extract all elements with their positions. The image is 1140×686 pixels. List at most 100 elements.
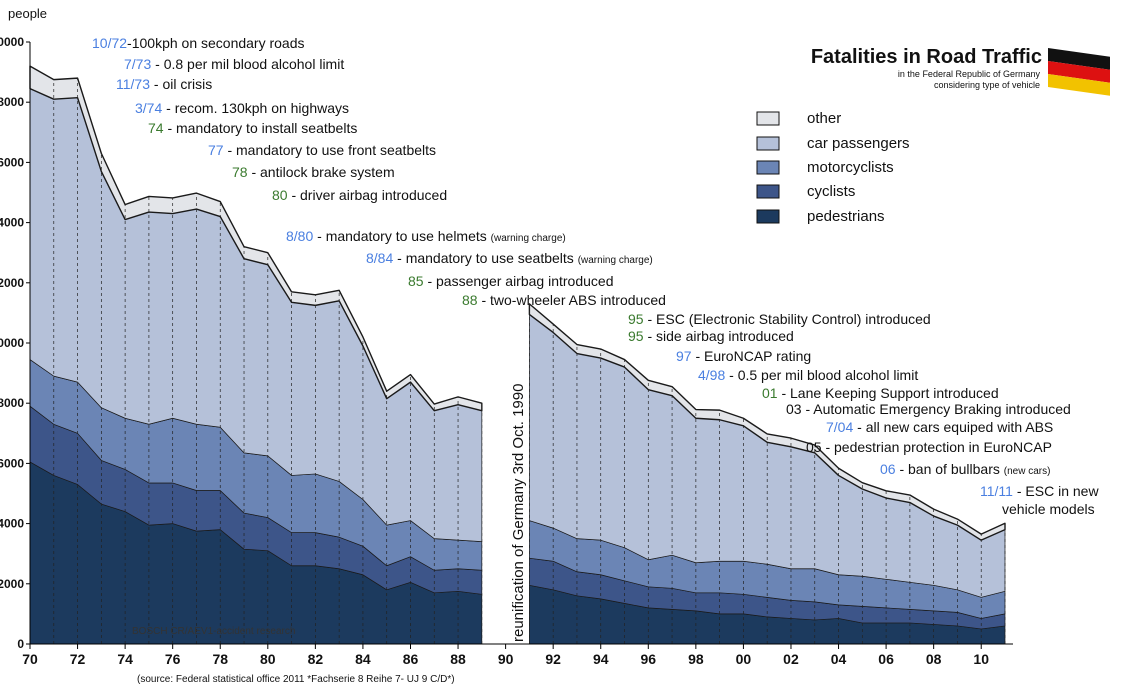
annotation-text: - all new cars equiped with ABS <box>853 419 1053 435</box>
y-tick-label: 20000 <box>0 35 24 49</box>
flag <box>1048 48 1110 96</box>
annotation-text: - oil crisis <box>150 76 212 92</box>
x-tick-label: 98 <box>688 651 704 667</box>
annotation: 3/74 - recom. 130kph on highways <box>135 100 349 116</box>
annotation: 7/73 - 0.8 per mil blood alcohol limit <box>124 56 344 72</box>
annotation-text: - mandatory to use seatbelts <box>393 250 577 266</box>
annotation-date: 80 <box>272 187 288 203</box>
legend-swatch <box>756 209 780 224</box>
legend-swatch <box>756 160 780 175</box>
credit: BOSCH CR/AEV1-accident research <box>132 626 295 637</box>
annotation-date: 01 <box>762 385 778 401</box>
annotation: 03 - Automatic Emergency Braking introdu… <box>786 401 1071 417</box>
legend-swatch <box>756 111 780 126</box>
annotation-date: 11/73 <box>116 76 150 92</box>
annotation-date: 97 <box>676 348 692 364</box>
y-tick-label: 18000 <box>0 95 24 109</box>
x-tick-label: 06 <box>878 651 894 667</box>
annotation-text: - Automatic Emergency Braking introduced <box>802 401 1071 417</box>
x-tick-label: 90 <box>498 651 514 667</box>
x-tick-label: 88 <box>450 651 466 667</box>
annotation-text: - recom. 130kph on highways <box>162 100 349 116</box>
annotation: 11/11 - ESC in new <box>980 483 1099 499</box>
x-tick-label: 72 <box>70 651 86 667</box>
annotation-text: - ESC in new <box>1013 483 1099 499</box>
x-tick-label: 74 <box>117 651 133 667</box>
annotation: 95 - side airbag introduced <box>628 328 794 344</box>
chart-subtitle: considering type of vehicle <box>934 80 1040 90</box>
x-tick-label: 04 <box>831 651 847 667</box>
annotation: 85 - passenger airbag introduced <box>408 273 613 289</box>
x-tick-label: 00 <box>736 651 752 667</box>
annotation-date: 7/04 <box>826 419 853 435</box>
y-tick-label: 12000 <box>0 276 24 290</box>
annotation-date: 88 <box>462 292 478 308</box>
x-tick-label: 96 <box>641 651 657 667</box>
annotation-date: 8/84 <box>366 250 393 266</box>
annotation: 7/04 - all new cars equiped with ABS <box>826 419 1053 435</box>
annotation: 80 - driver airbag introduced <box>272 187 447 203</box>
y-tick-label: 16000 <box>0 155 24 169</box>
annotation: 05 - pedestrian protection in EuroNCAP <box>806 439 1052 455</box>
annotation-date: 3/74 <box>135 100 162 116</box>
annotation-date: 11/11 <box>980 483 1013 499</box>
x-tick-label: 10 <box>973 651 989 667</box>
annotation: 77 - mandatory to use front seatbelts <box>208 142 436 158</box>
annotation-date: 74 <box>148 120 164 136</box>
annotation: 78 - antilock brake system <box>232 164 395 180</box>
y-tick-label: 8000 <box>0 396 24 410</box>
legend-swatch <box>756 184 780 199</box>
annotation: 10/72-100kph on secondary roads <box>92 35 305 51</box>
annotation-date: 03 <box>786 401 802 417</box>
x-tick-label: 02 <box>783 651 799 667</box>
annotation: 95 - ESC (Electronic Stability Control) … <box>628 311 931 327</box>
annotation-date: 77 <box>208 142 224 158</box>
annotation: 01 - Lane Keeping Support introduced <box>762 385 999 401</box>
annotation-text: - mandatory to use front seatbelts <box>224 142 436 158</box>
y-tick-label: 4000 <box>0 517 24 531</box>
y-tick-label: 10000 <box>0 336 24 350</box>
annotation: 11/73 - oil crisis <box>116 76 212 92</box>
annotation-note: (warning charge) <box>491 233 566 244</box>
x-tick-label: 94 <box>593 651 609 667</box>
annotation-text: - mandatory to use helmets <box>313 228 490 244</box>
x-tick-label: 86 <box>403 651 419 667</box>
annotation-text: - side airbag introduced <box>644 328 794 344</box>
plot <box>29 65 1006 645</box>
x-tick-label: 70 <box>22 651 38 667</box>
legend-label: car passengers <box>807 135 910 152</box>
x-tick-label: 82 <box>308 651 324 667</box>
annotation-text: - two-wheeler ABS introduced <box>478 292 666 308</box>
annotation-text: - Lane Keeping Support introduced <box>778 385 999 401</box>
annotation-text: - pedestrian protection in EuroNCAP <box>822 439 1052 455</box>
legend-label: other <box>807 110 841 127</box>
annotation-date: 7/73 <box>124 56 151 72</box>
annotation-text: - 0.8 per mil blood alcohol limit <box>151 56 344 72</box>
y-axis-label: people <box>8 6 47 21</box>
annotation-note: (new cars) <box>1004 466 1051 477</box>
annotation: 74 - mandatory to install seatbelts <box>148 120 357 136</box>
annotation-text: - 0.5 per mil blood alcohol limit <box>725 367 918 383</box>
annotation: 06 - ban of bullbars (new cars) <box>880 461 1050 477</box>
annotation-date: 05 <box>806 439 822 455</box>
annotation-text: - antilock brake system <box>248 164 395 180</box>
annotation-date: 8/80 <box>286 228 313 244</box>
annotation-text: - ban of bullbars <box>896 461 1004 477</box>
x-tick-label: 76 <box>165 651 181 667</box>
x-tick-label: 80 <box>260 651 276 667</box>
annotation: 8/84 - mandatory to use seatbelts (warni… <box>366 250 653 266</box>
y-tick-label: 0 <box>17 637 24 651</box>
annotation-text: - passenger airbag introduced <box>424 273 614 289</box>
y-tick-label: 2000 <box>0 577 24 591</box>
annotation-note: (warning charge) <box>578 255 653 266</box>
annotation: 4/98 - 0.5 per mil blood alcohol limit <box>698 367 918 383</box>
x-tick-label: 78 <box>212 651 228 667</box>
annotation: 88 - two-wheeler ABS introduced <box>462 292 666 308</box>
annotation-date: 78 <box>232 164 248 180</box>
source: (source: Federal statistical office 2011… <box>137 674 455 685</box>
x-tick-label: 92 <box>545 651 561 667</box>
annotation-date: 95 <box>628 328 644 344</box>
legend-label: cyclists <box>807 183 855 200</box>
annotation-text: vehicle models <box>1002 501 1095 517</box>
chart-title: Fatalities in Road Traffic <box>811 46 1042 68</box>
